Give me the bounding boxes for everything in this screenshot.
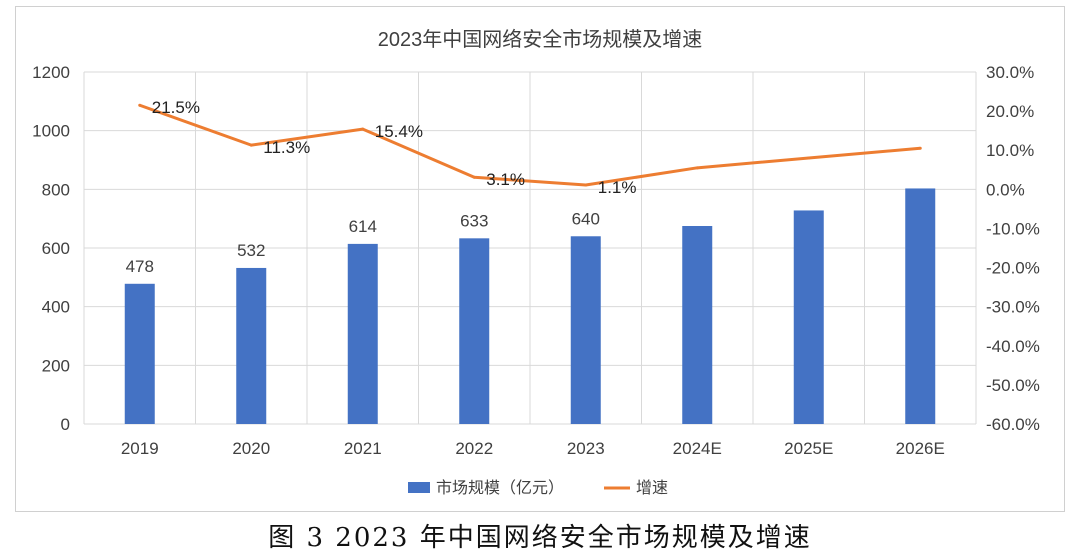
bar [570,236,601,424]
y-left-tick-label: 600 [42,239,70,258]
x-tick-label: 2019 [121,439,159,458]
line-point [918,146,922,150]
y-right-tick-label: -10.0% [986,219,1040,238]
line-point [138,103,142,107]
line-point [695,166,699,170]
y-right-tick-label: -20.0% [986,259,1040,278]
chart-frame [15,6,1065,512]
line-point [807,156,811,160]
line-point [472,175,476,179]
bar-data-label: 614 [349,217,377,236]
bar-data-label: 633 [460,211,488,230]
bar-data-label: 640 [572,209,600,228]
y-left-tick-label: 0 [61,415,70,434]
x-tick-label: 2026E [896,439,945,458]
y-right-tick-label: -40.0% [986,337,1040,356]
y-left-tick-label: 1000 [32,122,70,141]
y-left-tick-label: 400 [42,298,70,317]
line-point [361,127,365,131]
x-tick-label: 2025E [784,439,833,458]
line-data-label: 15.4% [375,122,423,141]
bar [793,210,824,424]
x-tick-label: 2024E [673,439,722,458]
x-tick-label: 2022 [455,439,493,458]
line-point [584,183,588,187]
bar [682,226,713,424]
bar [459,238,490,424]
y-right-tick-label: 0.0% [986,180,1025,199]
bar-data-label: 532 [237,241,265,260]
combo-chart: 2023年中国网络安全市场规模及增速 478 532 614 633 640 21.5%… [32,28,1040,497]
line-point [249,143,253,147]
bar [905,188,936,424]
y-left-tick-label: 1200 [32,63,70,82]
line-data-label: 1.1% [598,178,637,197]
bar-series: 478 532 614 633 640 [124,188,936,424]
line-series: 21.5% 11.3% 15.4% 3.1% 1.1% [138,98,922,197]
bar [124,283,155,424]
chart-title: 2023年中国网络安全市场规模及增速 [378,28,703,51]
legend: 市场规模（亿元） 增速 [408,479,668,497]
y-right-tick-label: 30.0% [986,63,1034,82]
legend-line-label: 增速 [636,479,668,497]
y-left-tick-label: 800 [42,180,70,199]
legend-bar-label: 市场规模（亿元） [436,479,564,497]
bar-data-label: 478 [126,257,154,276]
growth-line [139,103,921,187]
x-tick-label: 2020 [232,439,270,458]
y-right-tick-label: -30.0% [986,298,1040,317]
x-tick-label: 2023 [567,439,605,458]
line-data-label: 3.1% [486,170,525,189]
bar [347,243,378,424]
y-right-tick-label: 10.0% [986,141,1034,160]
axes: 0 200 400 600 800 1000 1200 -60.0% -50.0% -40.0% -… [32,63,1040,458]
line-data-label: 21.5% [152,98,200,117]
figure-caption: 图 3 2023 年中国网络安全市场规模及增速 [268,523,812,553]
legend-bar-swatch [408,482,430,493]
y-right-tick-label: -60.0% [986,415,1040,434]
y-right-tick-label: 20.0% [986,102,1034,121]
y-right-tick-label: -50.0% [986,376,1040,395]
line-data-label: 11.3% [263,138,310,157]
bar [236,267,267,424]
gridlines [83,71,977,425]
y-left-tick-label: 200 [42,356,70,375]
x-tick-label: 2021 [344,439,382,458]
